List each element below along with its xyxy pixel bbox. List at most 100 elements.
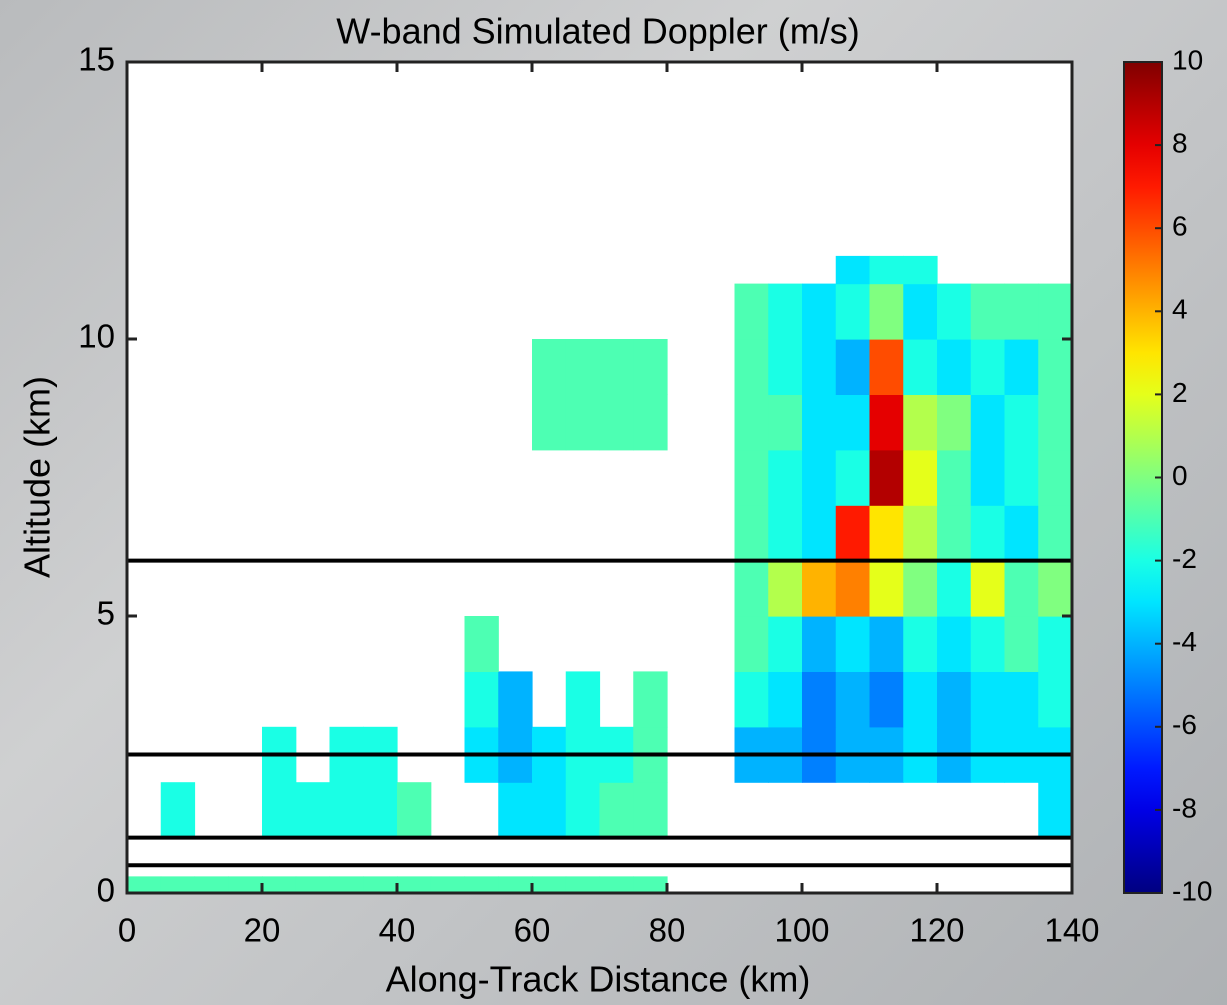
heatmap-cell bbox=[262, 782, 297, 839]
heatmap-cell bbox=[633, 671, 668, 728]
heatmap-cell bbox=[498, 876, 533, 894]
colorbar-tick-label: -4 bbox=[1172, 626, 1197, 657]
heatmap-cell bbox=[802, 505, 837, 562]
chart-title: W-band Simulated Doppler (m/s) bbox=[336, 11, 860, 52]
colorbar-tick-label: 2 bbox=[1172, 377, 1188, 408]
heatmap-cell bbox=[464, 671, 499, 728]
heatmap-cell bbox=[160, 876, 196, 894]
heatmap-cell bbox=[734, 449, 769, 506]
x-tick-label: 140 bbox=[1044, 912, 1099, 949]
colorbar-tick-label: 4 bbox=[1172, 294, 1188, 325]
heatmap-cell bbox=[835, 449, 871, 506]
heatmap-cell bbox=[1038, 616, 1073, 672]
heatmap-cell bbox=[802, 560, 837, 617]
heatmap-cell bbox=[160, 782, 196, 839]
heatmap-cell bbox=[127, 876, 162, 894]
heatmap-cell bbox=[768, 339, 803, 395]
heatmap-cell bbox=[802, 671, 837, 728]
y-tick-label: 5 bbox=[97, 595, 115, 632]
heatmap-cell bbox=[734, 505, 769, 562]
heatmap-cell bbox=[970, 671, 1006, 728]
colorbar-tick-label: -8 bbox=[1172, 792, 1197, 823]
heatmap-cell bbox=[734, 394, 769, 451]
heatmap-cell bbox=[498, 671, 533, 728]
heatmap-cell bbox=[734, 616, 769, 672]
heatmap-cell bbox=[802, 394, 837, 451]
heatmap-cell bbox=[532, 394, 567, 451]
heatmap-cell bbox=[970, 505, 1006, 562]
heatmap-cell bbox=[1038, 560, 1073, 617]
heatmap-cell bbox=[970, 449, 1006, 506]
heatmap-cell bbox=[1004, 505, 1039, 562]
colorbar-tick-label: 0 bbox=[1172, 460, 1188, 491]
heatmap-cell bbox=[363, 876, 398, 894]
heatmap-cell bbox=[903, 505, 938, 562]
heatmap-cell bbox=[802, 616, 837, 672]
heatmap-cell bbox=[970, 560, 1006, 617]
heatmap-cell bbox=[430, 876, 466, 894]
heatmap-cell bbox=[565, 394, 601, 451]
heatmap-cell bbox=[1004, 671, 1039, 728]
heatmap-cell bbox=[937, 449, 972, 506]
heatmap-cell bbox=[835, 255, 871, 285]
heatmap-cell bbox=[869, 560, 904, 617]
heatmap-cell bbox=[1004, 339, 1039, 395]
heatmap-cell bbox=[1004, 283, 1039, 340]
heatmap-cell bbox=[734, 560, 769, 617]
heatmap-cell bbox=[633, 782, 668, 839]
x-axis-label: Along-Track Distance (km) bbox=[386, 959, 811, 1000]
colorbar-tick-label: -10 bbox=[1172, 875, 1212, 906]
heatmap-cell bbox=[329, 782, 364, 839]
heatmap-cell bbox=[869, 255, 904, 285]
heatmap-cell bbox=[464, 616, 499, 672]
heatmap-cell bbox=[599, 339, 634, 395]
heatmap-cell bbox=[903, 616, 938, 672]
y-tick-label: 10 bbox=[78, 318, 115, 355]
heatmap-cell bbox=[295, 876, 331, 894]
heatmap-cell bbox=[633, 876, 668, 894]
heatmap-cell bbox=[903, 560, 938, 617]
heatmap-cell bbox=[532, 782, 567, 839]
heatmap-cell bbox=[599, 394, 634, 451]
heatmap-cell bbox=[903, 255, 938, 285]
heatmap-cell bbox=[937, 616, 972, 672]
y-tick-label: 0 bbox=[97, 872, 115, 909]
heatmap-cell bbox=[1004, 560, 1039, 617]
heatmap-cell bbox=[565, 876, 601, 894]
heatmap-cell bbox=[869, 671, 904, 728]
heatmap-cell bbox=[1004, 616, 1039, 672]
colorbar-tick-label: 8 bbox=[1172, 127, 1188, 158]
colorbar-tick-label: 10 bbox=[1172, 44, 1203, 75]
heatmap-cell bbox=[869, 616, 904, 672]
heatmap-cell bbox=[633, 394, 668, 451]
heatmap-cell bbox=[1004, 394, 1039, 451]
heatmap-cell bbox=[1038, 782, 1073, 839]
heatmap-cell bbox=[734, 671, 769, 728]
plot-frame bbox=[125, 60, 1074, 895]
heatmap-cell bbox=[937, 339, 972, 395]
heatmap-cell bbox=[768, 449, 803, 506]
heatmap-cell bbox=[228, 876, 263, 894]
heatmap-cell bbox=[937, 283, 972, 340]
colorbar-tick-label: -2 bbox=[1172, 543, 1197, 574]
heatmap-cell bbox=[329, 876, 364, 894]
heatmap-cell bbox=[869, 283, 904, 340]
heatmap-cell bbox=[363, 782, 398, 839]
x-tick-label: 40 bbox=[379, 912, 416, 949]
heatmap-cell bbox=[565, 671, 601, 728]
heatmap-cell bbox=[869, 339, 904, 395]
heatmap-cell bbox=[869, 394, 904, 451]
heatmap-cell bbox=[903, 449, 938, 506]
heatmap-cell bbox=[734, 339, 769, 395]
heatmap-cell bbox=[397, 782, 432, 839]
heatmap-cell bbox=[768, 505, 803, 562]
heatmap-cell bbox=[532, 339, 567, 395]
heatmap-cell bbox=[768, 283, 803, 340]
x-tick-label: 120 bbox=[909, 912, 964, 949]
heatmap-cell bbox=[1038, 283, 1073, 340]
heatmap-cell bbox=[802, 339, 837, 395]
heatmap-cell bbox=[869, 449, 904, 506]
heatmap-cell bbox=[970, 394, 1006, 451]
